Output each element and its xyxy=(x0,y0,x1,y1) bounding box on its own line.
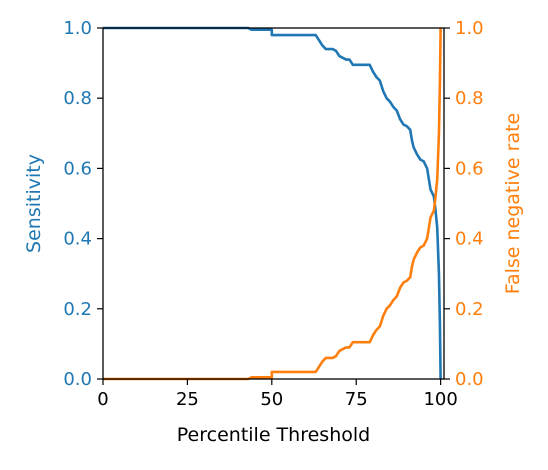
left-y-tick-label: 0.4 xyxy=(63,229,92,250)
x-axis-label: Percentile Threshold xyxy=(177,424,370,446)
x-tick-label: 50 xyxy=(260,389,283,410)
x-tick-label: 100 xyxy=(423,389,457,410)
right-y-axis-label: False negative rate xyxy=(502,113,524,294)
right-y-tick-label: 0.8 xyxy=(455,88,484,109)
left-y-axis-ticks: 0.0 0.2 0.4 0.6 0.8 1.0 xyxy=(63,18,103,390)
x-tick-label: 75 xyxy=(345,389,368,410)
x-tick-label: 0 xyxy=(97,389,108,410)
left-y-tick-label: 0.2 xyxy=(63,299,92,320)
right-y-tick-label: 0.6 xyxy=(455,158,484,179)
series-lines xyxy=(103,28,441,379)
left-y-tick-label: 0.0 xyxy=(63,369,92,390)
sensitivity-line xyxy=(103,28,441,379)
left-y-tick-label: 0.8 xyxy=(63,88,92,109)
x-tick-label: 25 xyxy=(176,389,199,410)
right-y-tick-label: 0.0 xyxy=(455,369,484,390)
left-y-tick-label: 1.0 xyxy=(63,18,92,39)
false-negative-rate-line xyxy=(103,28,441,379)
right-y-tick-label: 0.4 xyxy=(455,229,484,250)
right-y-tick-label: 1.0 xyxy=(455,18,484,39)
left-y-axis-label: Sensitivity xyxy=(23,154,45,253)
right-y-tick-label: 0.2 xyxy=(455,299,484,320)
left-y-tick-label: 0.6 xyxy=(63,158,92,179)
x-axis-ticks: 0 25 50 75 100 xyxy=(97,379,458,410)
plot-frame xyxy=(103,28,444,379)
right-y-axis-ticks: 0.0 0.2 0.4 0.6 0.8 1.0 xyxy=(444,18,484,390)
